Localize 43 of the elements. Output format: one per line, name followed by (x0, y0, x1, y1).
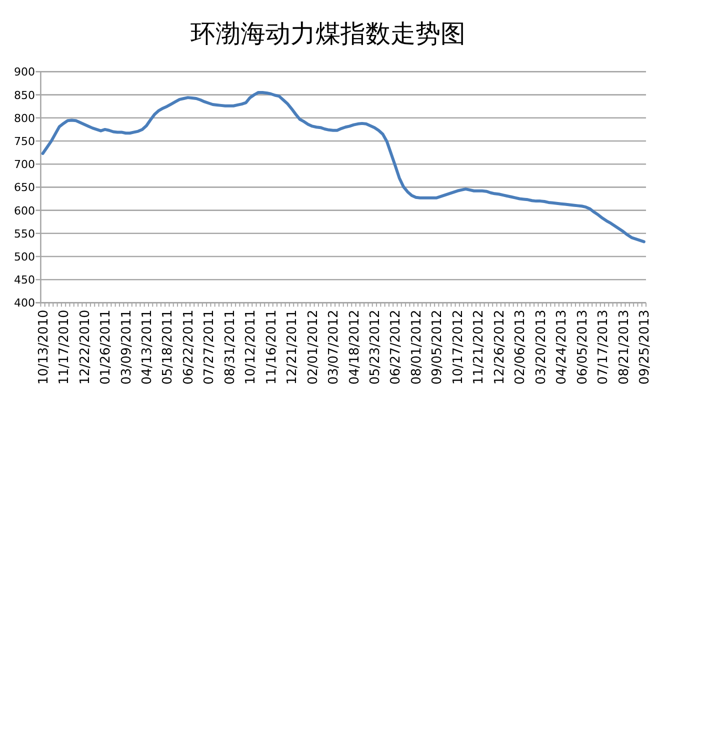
x-tick-label: 10/12/2011 (244, 310, 259, 385)
chart-title: 环渤海动力煤指数走势图 (190, 19, 466, 48)
x-tick-label: 07/17/2013 (596, 310, 612, 385)
y-tick-label: 450 (14, 274, 35, 287)
line-series (41, 90, 646, 244)
y-tick-label: 550 (14, 227, 35, 240)
x-tick-label: 12/21/2011 (285, 310, 300, 385)
x-tick-label: 04/13/2011 (140, 310, 155, 385)
x-tick-label: 03/09/2011 (119, 310, 134, 385)
x-tick-label: 08/21/2013 (616, 310, 632, 385)
y-tick-label: 650 (14, 181, 35, 194)
y-tick-label: 400 (14, 296, 35, 310)
x-tick-label: 11/21/2012 (472, 310, 487, 385)
x-tick-label: 06/22/2011 (181, 310, 196, 385)
x-tick-label: 10/17/2012 (450, 310, 466, 385)
x-tick-label: 04/24/2013 (554, 310, 570, 385)
x-tick-label: 05/23/2012 (368, 310, 383, 385)
x-tick-label: 11/16/2011 (264, 310, 280, 385)
y-tick-label: 700 (14, 158, 35, 172)
x-tick-label: 05/18/2011 (160, 310, 176, 385)
y-tick-label: 800 (14, 112, 35, 125)
y-tick-label: 600 (14, 204, 35, 218)
x-tick-label: 10/13/2010 (36, 310, 52, 385)
y-tick-label: 750 (14, 135, 35, 148)
x-tick-label: 12/22/2010 (78, 310, 93, 385)
y-tick-label: 500 (14, 250, 35, 264)
x-tick-label: 01/26/2011 (98, 310, 114, 385)
x-tick-label: 06/05/2013 (575, 310, 590, 385)
x-tick-label: 12/26/2012 (492, 310, 508, 385)
x-tick-label: 09/25/2013 (637, 310, 652, 385)
x-tick-label: 02/06/2013 (513, 310, 528, 385)
x-tick-label: 06/27/2012 (388, 310, 404, 385)
x-tick-label: 03/20/2013 (534, 310, 549, 385)
y-tick-label: 900 (14, 66, 35, 79)
x-tick-label: 02/01/2012 (306, 310, 321, 385)
x-tick-label: 11/17/2010 (57, 310, 72, 385)
x-tick-label: 04/18/2012 (347, 310, 362, 385)
x-tick-label: 03/07/2012 (326, 310, 342, 385)
y-tick-label: 850 (14, 88, 35, 102)
x-tick-label: 08/31/2011 (222, 310, 238, 385)
x-tick-label: 09/05/2012 (430, 310, 446, 385)
x-tick-label: 07/27/2011 (202, 310, 218, 385)
x-tick-label: 08/01/2012 (409, 310, 424, 385)
